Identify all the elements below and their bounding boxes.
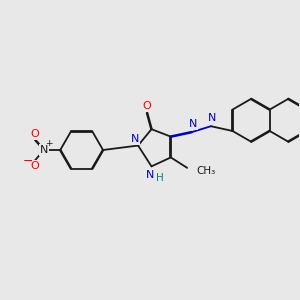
Text: O: O	[143, 101, 152, 111]
Text: N: N	[131, 134, 139, 144]
Text: O: O	[31, 129, 39, 139]
Text: N: N	[208, 113, 217, 123]
Text: O: O	[31, 161, 39, 171]
Text: CH₃: CH₃	[197, 166, 216, 176]
Text: H: H	[156, 172, 164, 183]
Text: N: N	[189, 119, 197, 129]
Text: N: N	[146, 170, 154, 180]
Text: −: −	[23, 155, 34, 168]
Text: N: N	[40, 145, 48, 155]
Text: +: +	[46, 139, 53, 148]
